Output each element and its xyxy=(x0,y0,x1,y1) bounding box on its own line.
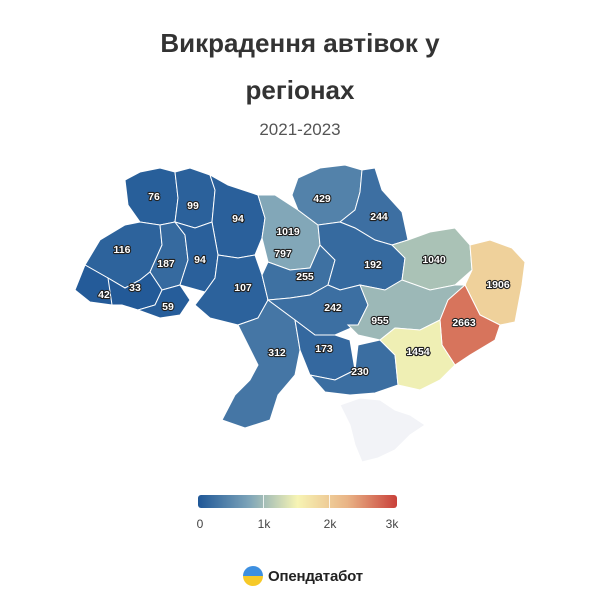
chart-subtitle: 2021-2023 xyxy=(259,120,341,139)
region-label-volyn: 76 xyxy=(148,191,160,203)
region-label-chernivtsi: 59 xyxy=(162,301,174,313)
region-label-zakarpattia: 42 xyxy=(98,289,110,301)
brand-name: Опендатабот xyxy=(268,567,363,585)
region-label-ivano-frankivsk: 33 xyxy=(129,282,141,294)
region-crimea[interactable] xyxy=(339,397,426,463)
region-donetsk[interactable] xyxy=(439,284,501,366)
region-label-lviv: 116 xyxy=(114,244,131,256)
region-label-donetsk: 2663 xyxy=(452,317,476,329)
region-label-kyiv-city: 1019 xyxy=(276,226,300,238)
region-label-zhytomyr: 94 xyxy=(232,213,244,225)
region-label-sumy: 244 xyxy=(370,211,388,223)
region-label-cherkasy: 255 xyxy=(296,271,314,283)
legend-label-0: 0 xyxy=(196,517,204,531)
chart-title-line-2: регіонах xyxy=(245,75,355,105)
legend-label-3k: 3k xyxy=(385,517,399,531)
opendatabot-logo-icon xyxy=(243,566,263,586)
region-label-vinnytsia: 107 xyxy=(234,282,252,294)
region-label-zaporizhzhia: 1454 xyxy=(406,346,430,358)
region-label-kherson: 230 xyxy=(351,366,369,378)
region-rivne[interactable] xyxy=(174,167,216,229)
legend-tick-mark xyxy=(263,495,264,508)
region-label-mykolaiv: 173 xyxy=(315,343,333,355)
region-label-dnipropetrovsk: 955 xyxy=(371,315,389,327)
region-label-chernihiv: 429 xyxy=(313,193,331,205)
legend-tick-mark xyxy=(329,495,330,508)
region-label-luhansk: 1906 xyxy=(486,279,510,291)
region-label-kirovohrad: 242 xyxy=(324,302,342,314)
legend-label-2k: 2k xyxy=(323,517,337,531)
region-label-khmelnytskyi: 94 xyxy=(194,254,206,266)
legend-label-1k: 1k xyxy=(257,517,271,531)
region-odesa[interactable] xyxy=(221,299,301,429)
region-luhansk[interactable] xyxy=(464,239,526,326)
region-label-poltava: 192 xyxy=(364,259,382,271)
brand-logo-block: Опендатабот xyxy=(243,565,363,587)
region-label-rivne: 99 xyxy=(187,200,199,212)
region-label-ternopil: 187 xyxy=(157,258,175,270)
color-scale-bar xyxy=(198,495,397,508)
region-label-odesa: 312 xyxy=(268,347,286,359)
region-chernivtsi[interactable] xyxy=(136,284,191,319)
region-zaporizhzhia[interactable] xyxy=(379,319,456,391)
chart-title-line-1: Викрадення автівок у xyxy=(160,28,440,58)
region-label-kharkiv: 1040 xyxy=(422,254,446,266)
region-label-kyiv-oblast: 797 xyxy=(274,248,292,260)
